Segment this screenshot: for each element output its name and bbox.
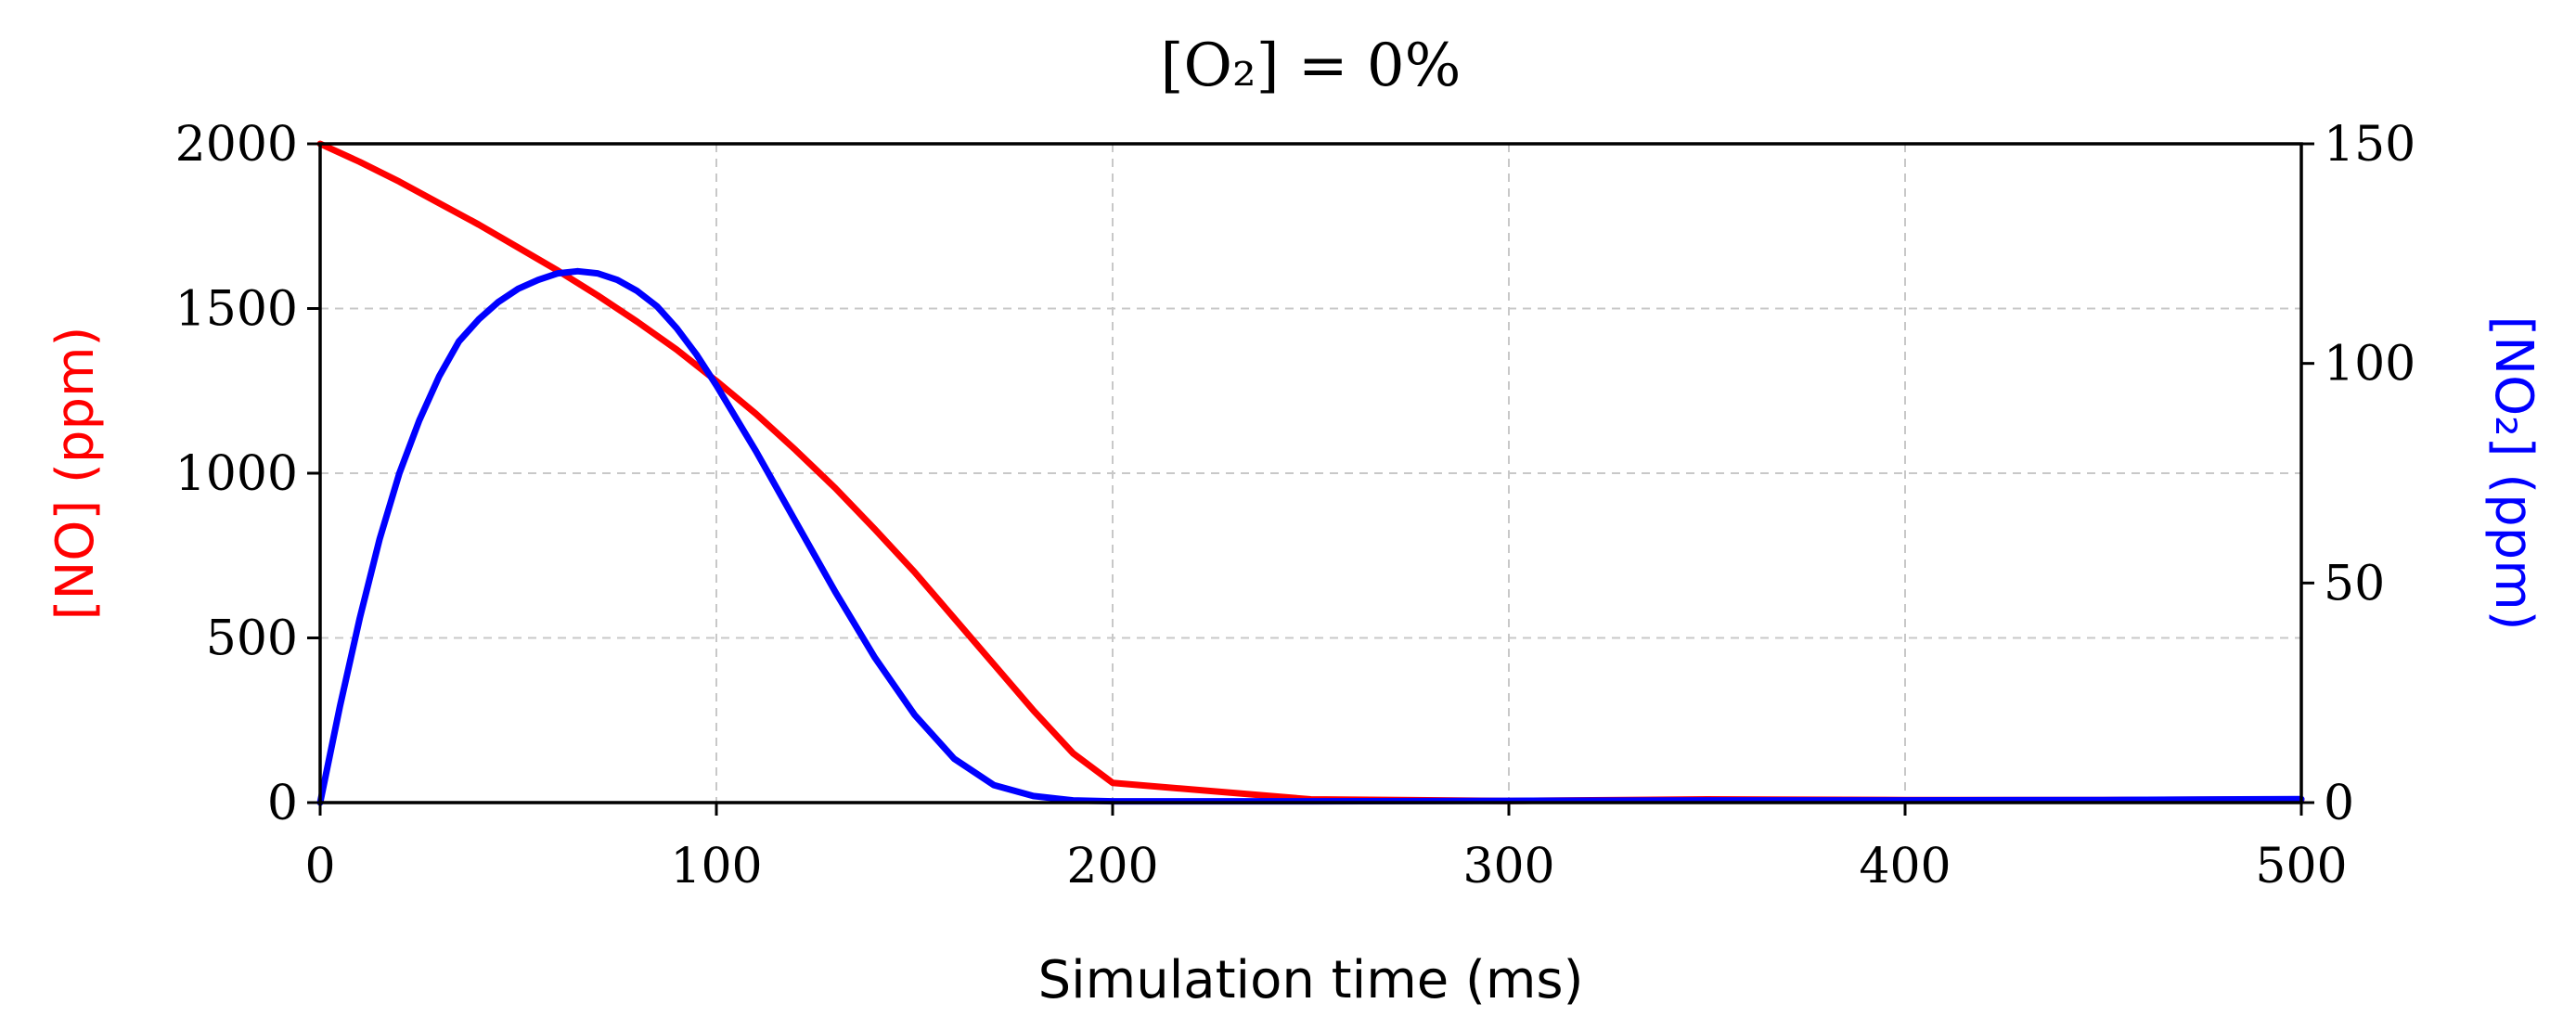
x-tick-label: 300 bbox=[1462, 839, 1554, 894]
y-left-tick-label: 1500 bbox=[175, 282, 298, 338]
y-left-tick-label: 0 bbox=[267, 776, 298, 831]
x-tick-label: 0 bbox=[304, 839, 335, 894]
x-tick-label: 400 bbox=[1859, 839, 1951, 894]
y-left-axis-label: [NO] (ppm) bbox=[45, 327, 106, 621]
y-right-tick-label: 100 bbox=[2324, 337, 2415, 392]
x-tick-label: 500 bbox=[2255, 839, 2347, 894]
series-line-no2 bbox=[316, 267, 2305, 806]
y-right-tick-label: 150 bbox=[2324, 117, 2415, 173]
y-right-tick-label: 0 bbox=[2324, 776, 2354, 831]
axis-ticks: 0 100 200 300 400 500 0 500 1000 1500 2000 0 50 100 15… bbox=[175, 117, 2416, 894]
x-tick-label: 100 bbox=[670, 839, 762, 894]
chart-title: [O₂] = 0% bbox=[1161, 32, 1462, 100]
y-left-tick-label: 2000 bbox=[175, 117, 298, 173]
y-left-tick-label: 500 bbox=[206, 611, 298, 667]
x-axis-label: Simulation time (ms) bbox=[1038, 950, 1584, 1010]
y-right-axis-label: [NO₂] (ppm) bbox=[2483, 315, 2544, 630]
x-tick-label: 200 bbox=[1066, 839, 1158, 894]
y-left-tick-label: 1000 bbox=[175, 446, 298, 502]
y-right-tick-label: 50 bbox=[2324, 556, 2385, 611]
grid-lines bbox=[320, 144, 2301, 803]
